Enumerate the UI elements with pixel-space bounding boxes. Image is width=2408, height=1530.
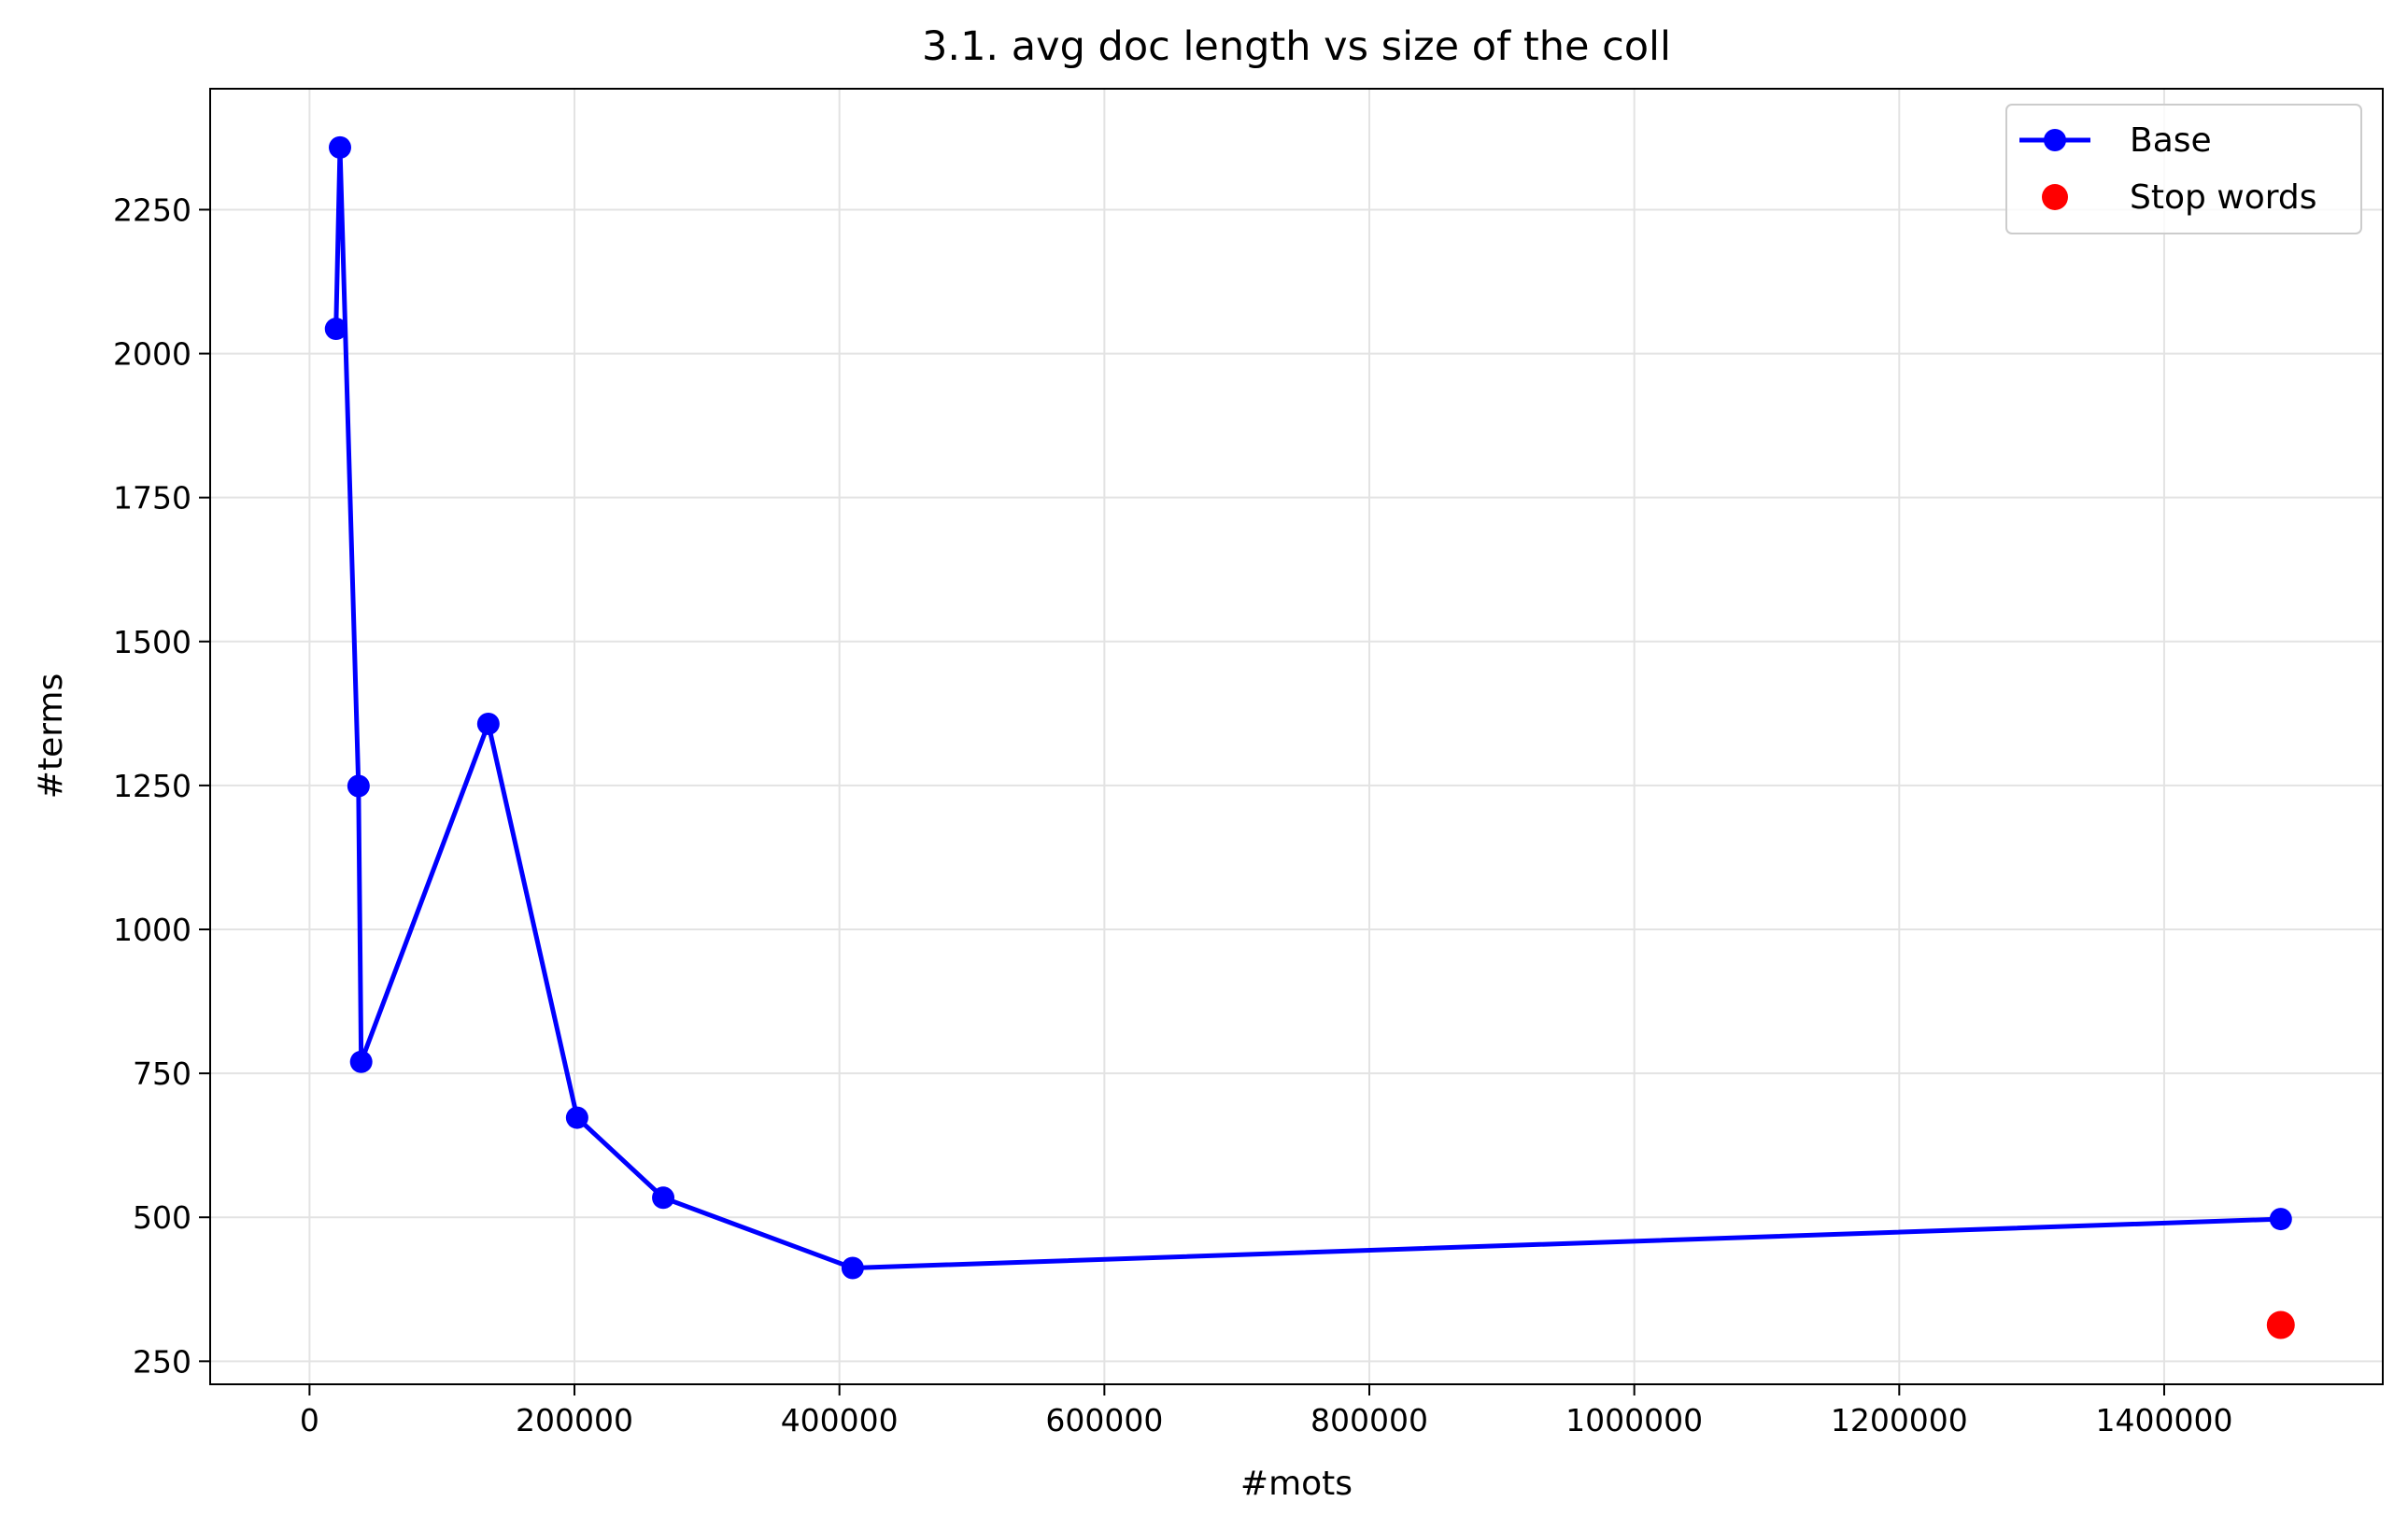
x-tick-label: 0: [300, 1402, 319, 1438]
x-tick-label: 400000: [781, 1402, 899, 1438]
y-tick-label: 2250: [113, 191, 191, 228]
x-axis-label: #mots: [1240, 1465, 1353, 1503]
data-point-base: [652, 1186, 675, 1210]
y-tick-label: 1000: [113, 912, 191, 948]
y-tick-label: 500: [133, 1199, 191, 1236]
data-point-base: [328, 135, 351, 159]
y-axis-label: #terms: [32, 673, 70, 799]
y-tick-label: 1750: [113, 480, 191, 517]
data-point-base: [2269, 1208, 2292, 1231]
y-tick-label: 1250: [113, 768, 191, 804]
legend-label-stop-words: Stop words: [2130, 178, 2317, 217]
data-point-base: [476, 712, 500, 735]
legend-label-base: Base: [2130, 121, 2212, 160]
y-tick-label: 1500: [113, 624, 191, 660]
legend-marker-base: [2044, 129, 2066, 151]
data-point-base: [841, 1256, 864, 1280]
x-tick-label: 800000: [1310, 1402, 1428, 1438]
chart-title: 3.1. avg doc length vs size of the coll: [922, 23, 1671, 70]
grid: [210, 89, 2383, 1384]
data-point-base: [347, 774, 370, 798]
series-layer: [324, 135, 2295, 1339]
legend-marker-stop-words: [2042, 184, 2068, 210]
legend: Base Stop words: [2005, 104, 2362, 234]
x-tick-label: 200000: [516, 1402, 633, 1438]
data-point-base: [565, 1106, 588, 1129]
plot-frame: [209, 88, 2384, 1385]
data-point-stop-words: [2266, 1310, 2295, 1339]
legend-box: [2005, 104, 2362, 234]
y-tick-label: 750: [133, 1055, 191, 1092]
x-tick-label: 1400000: [2095, 1402, 2232, 1438]
data-point-base: [324, 318, 347, 341]
x-tick-label: 1200000: [1831, 1402, 1968, 1438]
y-tick-label: 250: [133, 1343, 191, 1380]
data-point-base: [349, 1050, 373, 1073]
y-tick-label: 2000: [113, 336, 191, 373]
x-tick-label: 600000: [1045, 1402, 1163, 1438]
axis-ticks: 0 200000 400000 600000 800000 1000000 1200000 1…: [113, 191, 2232, 1438]
x-tick-label: 1000000: [1565, 1402, 1703, 1438]
